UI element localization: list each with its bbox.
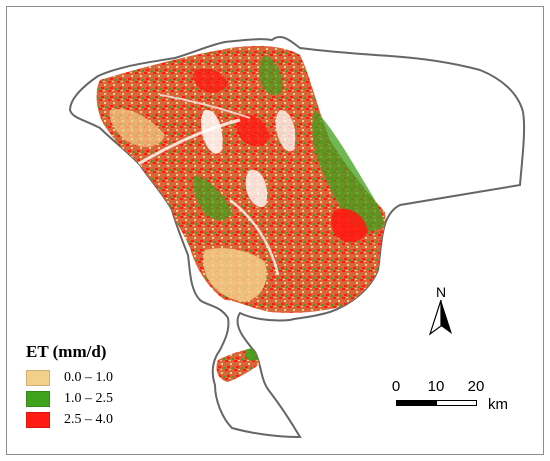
north-arrow: N [428, 284, 454, 338]
north-arrow-icon [428, 300, 452, 336]
channel-line-3 [159, 94, 251, 119]
et-high-hotspot-north [193, 68, 228, 93]
legend-item-mid: 1.0 – 2.5 [26, 389, 113, 409]
nodata-gap-3 [275, 110, 296, 152]
scale-segment-black [396, 400, 437, 406]
legend: ET (mm/d) 0.0 – 1.0 1.0 – 2.5 2.5 – 4.0 [26, 342, 113, 431]
legend-swatch-high [26, 412, 50, 428]
et-main-area [96, 46, 386, 313]
legend-label-low: 0.0 – 1.0 [64, 370, 113, 385]
legend-swatch-mid [26, 391, 50, 407]
et-green-patch-north [259, 55, 283, 96]
et-green-patch-west [192, 175, 232, 221]
nodata-gap-2 [245, 169, 268, 208]
scale-tick-10: 10 [427, 378, 445, 395]
scale-tick-20: 20 [467, 378, 485, 395]
legend-swatch-low [26, 370, 50, 386]
scale-segment-white [436, 400, 477, 406]
north-arrow-label: N [435, 284, 447, 300]
scale-tick-0: 0 [391, 378, 401, 395]
et-high-hotspot-center [237, 114, 270, 147]
legend-title: ET (mm/d) [26, 342, 107, 361]
et-low-patch-south [203, 248, 267, 302]
legend-label-mid: 1.0 – 2.5 [64, 391, 113, 406]
et-low-patch-west [109, 108, 165, 147]
scale-bar: 0 10 20 km [392, 378, 522, 418]
scale-unit: km [488, 396, 508, 413]
legend-item-low: 0.0 – 1.0 [26, 368, 113, 388]
legend-item-high: 2.5 – 4.0 [26, 410, 113, 430]
channel-line-2 [229, 199, 280, 276]
et-raster [96, 46, 386, 382]
et-high-hotspot-east [331, 208, 368, 243]
legend-label-high: 2.5 – 4.0 [64, 412, 113, 427]
et-south-green [245, 348, 266, 361]
nodata-gap-1 [201, 109, 223, 154]
et-green-patch-east [312, 110, 385, 232]
